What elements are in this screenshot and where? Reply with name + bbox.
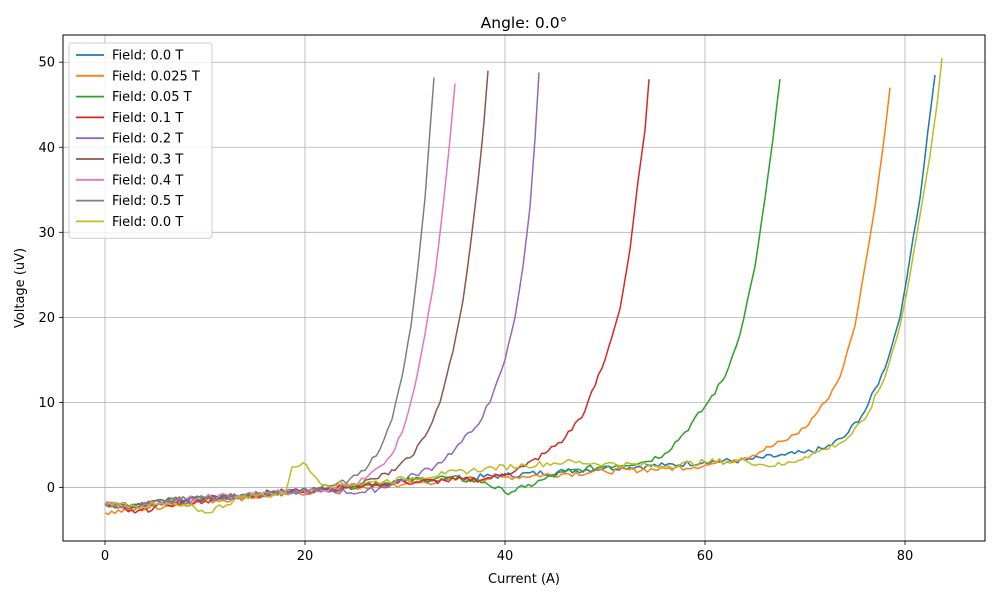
legend-label-2: Field: 0.05 T [112,90,192,105]
y-tick-label: 40 [38,141,55,156]
plot-frame [62,34,986,542]
x-tick-label: 20 [297,549,314,564]
y-tick-label: 10 [38,396,55,411]
ticks: 0 20 40 60 80 0 10 20 30 40 50 [38,56,913,564]
series-layer [104,57,943,516]
legend-label-0: Field: 0.0 T [112,49,183,64]
x-tick-label: 40 [497,549,514,564]
legend-label-6: Field: 0.4 T [112,173,183,188]
y-tick-label: 50 [38,56,55,71]
legend-label-8: Field: 0.0 T [112,215,183,230]
series-line-7 [104,77,435,509]
series-line-8 [104,57,943,514]
legend-label-3: Field: 0.1 T [112,111,183,126]
legend-box [68,42,213,239]
legend-label-7: Field: 0.5 T [112,194,183,209]
legend: Field: 0.0 T Field: 0.025 T Field: 0.05 T F… [68,42,213,239]
grid [63,35,985,541]
x-tick-label: 0 [101,549,109,564]
x-axis-label: Current (A) [488,572,560,587]
y-tick-label: 30 [38,226,55,241]
y-axis-label: Voltage (uV) [13,248,28,328]
x-tick-label: 80 [897,549,914,564]
y-tick-label: 0 [47,481,55,496]
x-tick-label: 60 [697,549,714,564]
series-line-3 [104,79,650,514]
legend-label-5: Field: 0.3 T [112,153,183,168]
legend-label-4: Field: 0.2 T [112,132,183,147]
y-tick-label: 20 [38,311,55,326]
legend-label-1: Field: 0.025 T [112,69,200,84]
chart-title: Angle: 0.0° [481,14,568,32]
